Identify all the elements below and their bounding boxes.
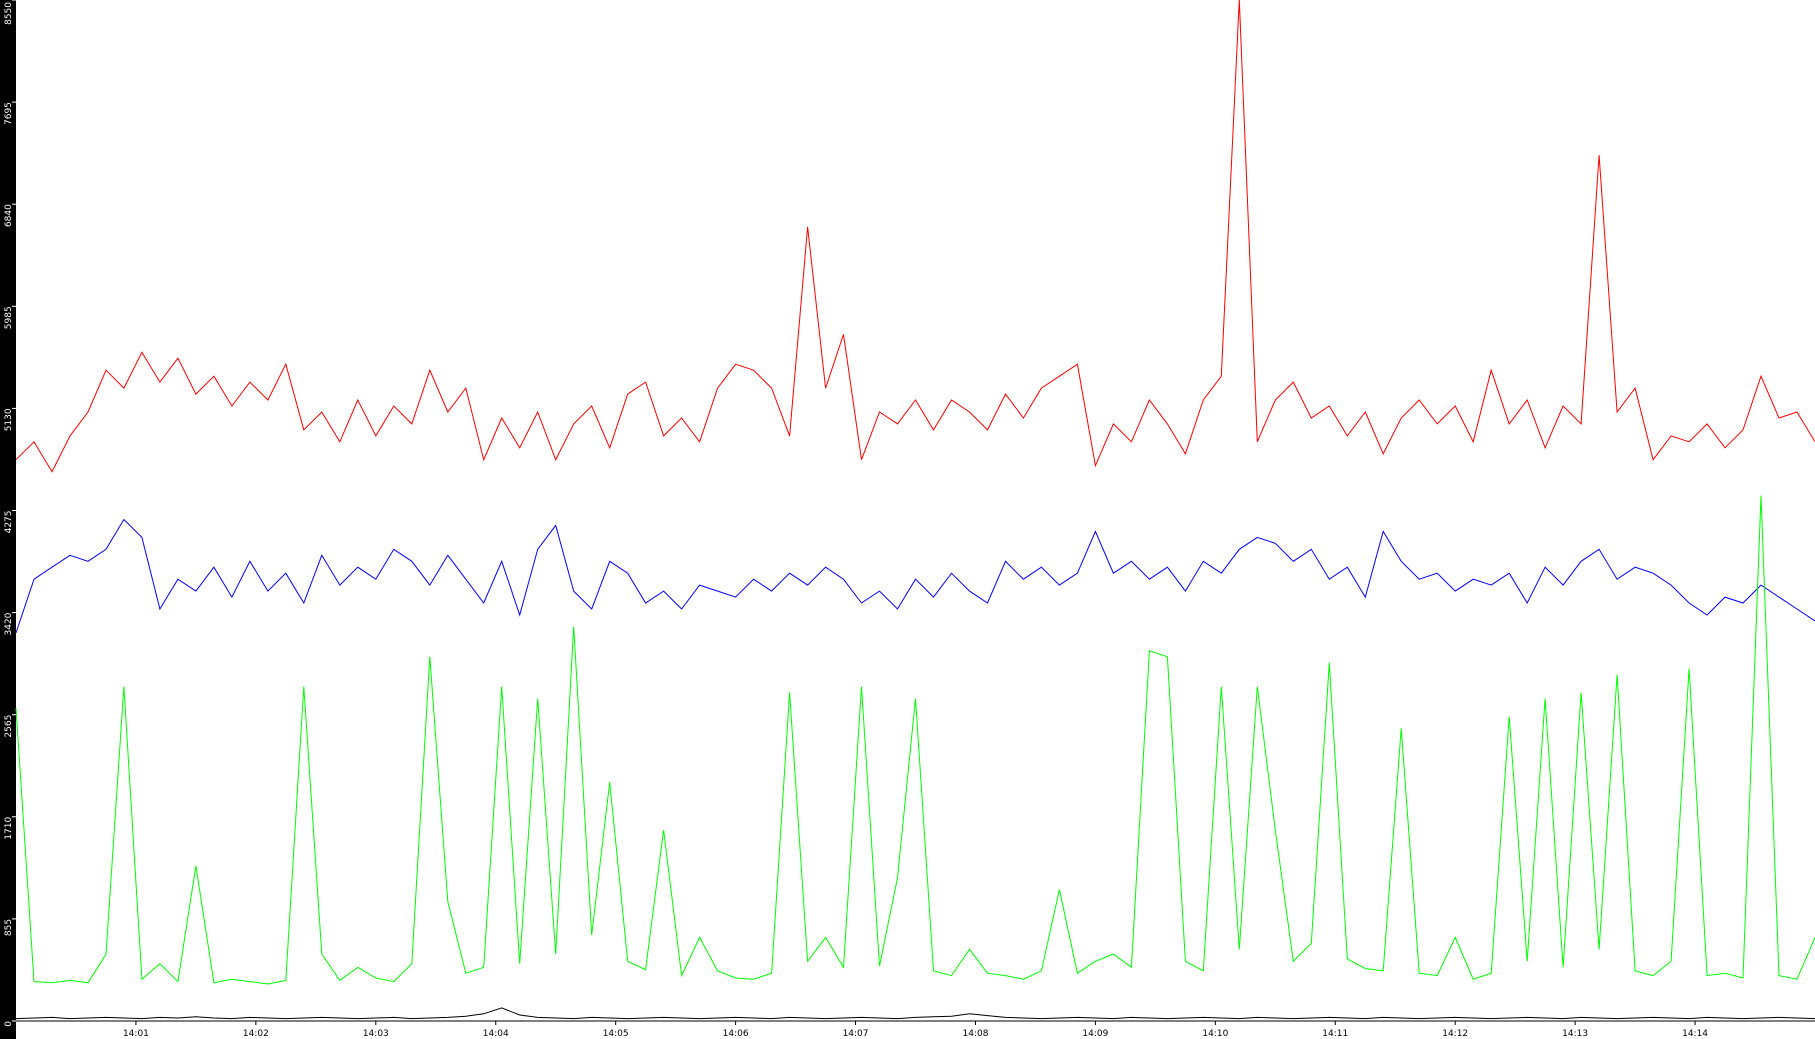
x-tick-label: 14:07 (843, 1029, 869, 1039)
y-tick-label: 5985 (4, 306, 14, 329)
series-line (15, 518, 1815, 634)
y-tick-label: 0 (4, 1021, 14, 1027)
series-line (15, 495, 1815, 985)
y-tick-label: 7695 (4, 102, 14, 125)
y-tick-label: 1710 (4, 817, 14, 840)
x-tick-label: 14:06 (723, 1029, 749, 1039)
x-tick-label: 14:04 (483, 1029, 509, 1039)
x-tick-label: 14:11 (1322, 1029, 1348, 1039)
x-tick-label: 14:12 (1442, 1029, 1468, 1039)
y-tick-label: 855 (4, 919, 14, 936)
series-line (15, 0, 1815, 473)
y-tick-label: 5130 (4, 408, 14, 431)
x-tick-label: 14:08 (962, 1029, 988, 1039)
x-tick-label: 14:13 (1562, 1029, 1588, 1039)
series-line (15, 1007, 1815, 1020)
x-tick-label: 14:05 (603, 1029, 629, 1039)
x-tick-label: 14:09 (1082, 1029, 1108, 1039)
x-tick-label: 14:03 (363, 1029, 389, 1039)
y-tick-label: 6840 (4, 204, 14, 227)
y-tick-label: 3420 (4, 612, 14, 635)
y-tick-label: 8550 (4, 2, 14, 25)
x-tick-label: 14:02 (243, 1029, 269, 1039)
y-tick-label: 4275 (4, 511, 14, 534)
y-axis-strip (0, 0, 16, 1039)
x-tick-label: 14:10 (1202, 1029, 1228, 1039)
x-tick-label: 14:01 (123, 1029, 149, 1039)
x-tick-label: 14:14 (1682, 1029, 1708, 1039)
y-tick-label: 2565 (4, 715, 14, 738)
